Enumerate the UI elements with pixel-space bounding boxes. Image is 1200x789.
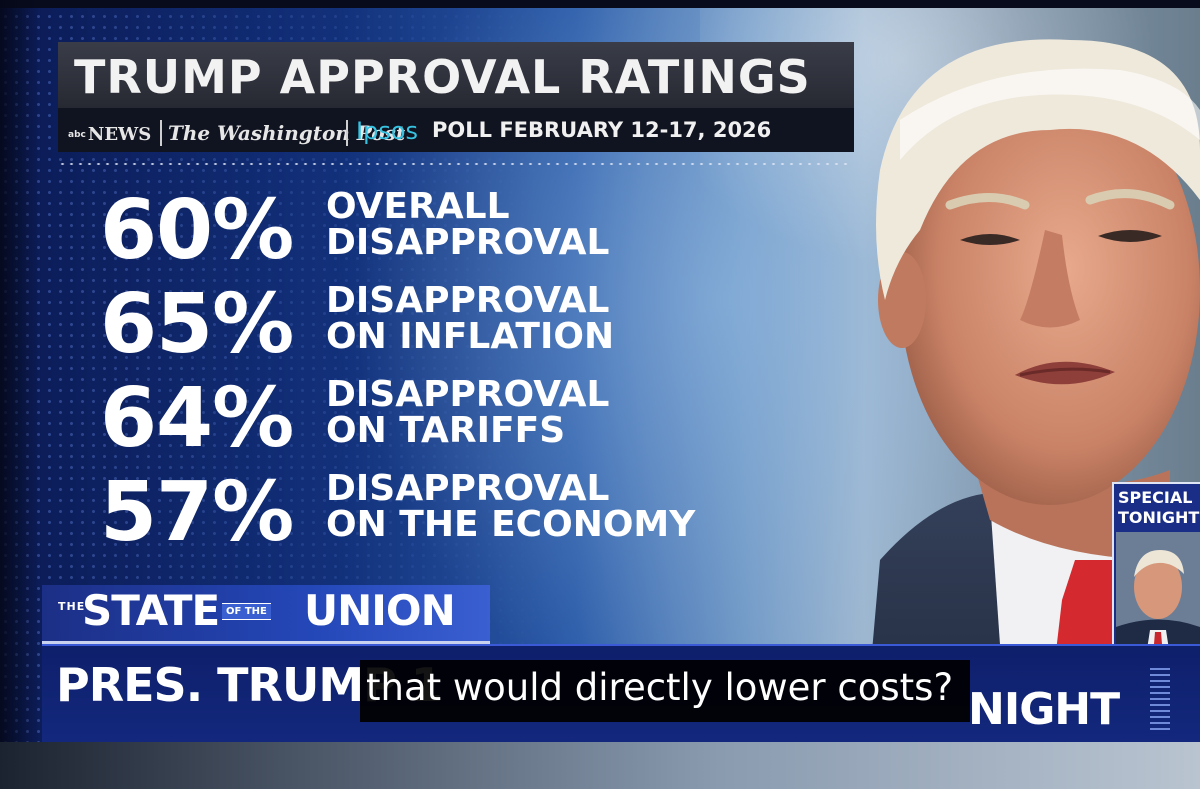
stat-percent: 60%: [100, 183, 294, 278]
tonight-label: TONIGHT: [1118, 508, 1200, 527]
screen-top-edge: [0, 0, 1200, 8]
source-divider: [160, 120, 162, 146]
headline-text-right: NIGHT: [968, 684, 1120, 735]
stat-percent: 65%: [100, 277, 294, 372]
stat-label-line1: DISAPPROVAL: [326, 280, 610, 321]
special-label: SPECIAL: [1118, 488, 1193, 507]
stat-label-line1: DISAPPROVAL: [326, 374, 610, 415]
banner-of-the-label: OF THE: [222, 603, 271, 620]
closed-caption-box: [360, 660, 970, 722]
stat-tariffs: 64% DISAPPROVAL ON TARIFFS: [100, 371, 800, 468]
stat-economy: 57% DISAPPROVAL ON THE ECONOMY: [100, 465, 800, 562]
source-bar: [58, 108, 854, 152]
stat-label-line1: DISAPPROVAL: [326, 468, 610, 509]
stat-percent: 57%: [100, 465, 294, 560]
title-bar: [58, 42, 854, 120]
abc-news-logo: abc NEWS: [68, 124, 152, 145]
lower-third-tick-marks: [1150, 668, 1170, 732]
stat-label-line2: ON TARIFFS: [326, 410, 566, 451]
banner-union-label: UNION: [304, 586, 456, 635]
stat-percent: 64%: [100, 371, 294, 466]
dotted-divider: [58, 162, 848, 166]
banner-state-label: STATE: [82, 586, 220, 635]
screen-bottom-edge: [0, 742, 1200, 789]
ipsos-logo: Ipsos: [356, 117, 419, 145]
banner-the-label: THE: [58, 600, 86, 613]
stat-label-line2: ON INFLATION: [326, 316, 615, 357]
screen-left-edge: [0, 0, 40, 789]
closed-caption-text: that would directly lower costs?: [366, 666, 954, 709]
stat-label-line2: ON THE ECONOMY: [326, 504, 696, 545]
graphic-title: TRUMP APPROVAL RATINGS: [74, 50, 811, 104]
washington-post-logo: The Washington Post: [168, 121, 406, 145]
stat-label-line2: DISAPPROVAL: [326, 222, 610, 263]
stat-label-line1: OVERALL: [326, 186, 510, 227]
stat-overall: 60% OVERALL DISAPPROVAL: [100, 183, 800, 280]
special-thumbnail: [1116, 532, 1200, 656]
source-divider: [346, 120, 348, 146]
stat-inflation: 65% DISAPPROVAL ON INFLATION: [100, 277, 800, 374]
poll-date-label: POLL FEBRUARY 12-17, 2026: [432, 118, 772, 142]
